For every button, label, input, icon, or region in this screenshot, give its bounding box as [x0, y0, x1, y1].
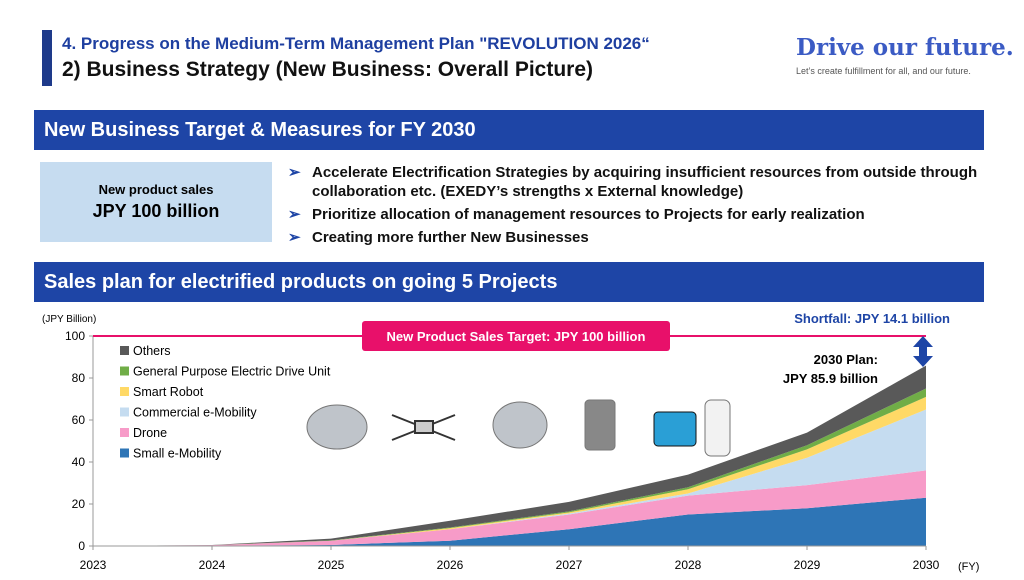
arrow-bullet-icon: ➢	[288, 229, 301, 246]
y-tick-label: 0	[78, 539, 85, 553]
product-images	[306, 399, 731, 457]
legend-label: Smart Robot	[133, 385, 204, 399]
x-tick-label: 2028	[675, 558, 702, 572]
area-drone	[93, 470, 926, 546]
legend-label: Others	[133, 344, 171, 358]
title-accent-bar	[42, 30, 52, 86]
legend-label: Drone	[133, 426, 167, 440]
shortfall-arrow-icon	[913, 336, 933, 367]
arrow-bullet-icon: ➢	[288, 164, 301, 181]
section-heading: 4. Progress on the Medium-Term Managemen…	[62, 34, 650, 53]
robot-image	[704, 399, 731, 457]
target-value: JPY 100 billion	[92, 201, 220, 221]
measure-item: ➢ Prioritize allocation of management res…	[288, 206, 865, 223]
target-label-box	[362, 321, 670, 351]
x-tick-label: 2023	[80, 558, 107, 572]
measure-item: ➢ Creating more further New Businesses	[288, 229, 589, 246]
brand-logo: Drive our future.	[796, 34, 1014, 61]
measure-item: ➢ Accelerate Electrification Strategies b…	[288, 164, 978, 200]
target-label: New product sales	[98, 182, 214, 197]
legend-label: Small e-Mobility	[133, 447, 222, 461]
x-tick-label: 2026	[437, 558, 464, 572]
legend-label: General Purpose Electric Drive Unit	[133, 365, 331, 379]
legend-label: Commercial e-Mobility	[133, 406, 257, 420]
measures-list: ➢ Accelerate Electrification Strategies b…	[288, 163, 978, 251]
target-band: New Business Target & Measures for FY 20…	[34, 110, 984, 150]
brand-tagline: Let’s create fulfillment for all, and ou…	[796, 66, 971, 76]
area-others	[93, 365, 926, 546]
sales-chart: 0 20 40 60 80 100 2023 2024 2025 2026 2027 2028 2029…	[42, 311, 979, 573]
sales-band: Sales plan for electrified products on g…	[34, 262, 984, 302]
cart-image	[653, 411, 697, 447]
legend-swatch	[120, 366, 129, 376]
x-tick-label: 2029	[794, 558, 821, 572]
legend-swatch	[120, 387, 129, 396]
y-tick-label: 20	[72, 497, 86, 511]
target-box: New product sales JPY 100 billion	[40, 162, 272, 242]
motor-unit-image	[492, 401, 548, 449]
legend-swatch	[120, 448, 129, 458]
shortfall-label: Shortfall: JPY 14.1 billion	[794, 311, 950, 326]
y-tick-label: 40	[72, 455, 86, 469]
legend-swatch	[120, 407, 129, 417]
x-tick-label: 2025	[318, 558, 345, 572]
drone-image	[391, 414, 456, 441]
area-small-e-mobility	[93, 497, 926, 546]
y-tick-label: 60	[72, 413, 86, 427]
arrow-bullet-icon: ➢	[288, 206, 301, 223]
y-tick-label: 80	[72, 371, 86, 385]
plan-value: JPY 85.9 billion	[783, 371, 878, 386]
x-axis-unit: (FY)	[958, 561, 979, 573]
x-tick-label: 2027	[556, 558, 583, 572]
target-label: New Product Sales Target: JPY 100 billio…	[387, 329, 646, 344]
plan-label: 2030 Plan:	[814, 352, 878, 367]
y-axis-label: (JPY Billion)	[42, 314, 96, 325]
y-tick-label: 100	[65, 329, 85, 343]
actuator-image	[584, 399, 616, 451]
area-smart-robot	[93, 396, 926, 546]
x-tick-label: 2030	[913, 558, 940, 572]
x-tick-label: 2024	[199, 558, 226, 572]
page-title: 2) Business Strategy (New Business: Over…	[62, 58, 594, 81]
legend-swatch	[120, 428, 129, 437]
gear-unit-image	[306, 404, 368, 450]
area-commercial-e-mobility	[93, 409, 926, 546]
legend-swatch	[120, 346, 129, 355]
